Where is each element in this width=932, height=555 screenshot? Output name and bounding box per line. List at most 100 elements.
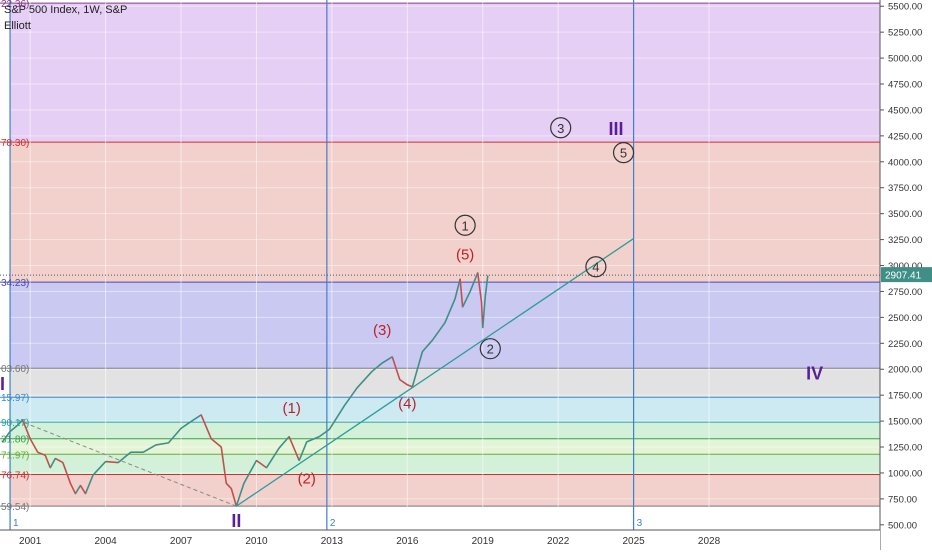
- fib-band-6: [10, 438, 881, 455]
- wave-circle: [612, 142, 635, 164]
- price-segment: [288, 436, 300, 461]
- price-segment: [411, 351, 424, 388]
- price-segment: [255, 459, 267, 469]
- price-segment: [328, 405, 346, 430]
- price-segment: [105, 460, 119, 464]
- fib-band-1: [10, 142, 881, 283]
- price-segment: [9, 424, 19, 433]
- vertical-marker-label-1: 1: [13, 518, 19, 529]
- y-tick-label: 750.00: [888, 494, 917, 505]
- fib-label-3: 03.60): [1, 364, 29, 375]
- fib-labels: 22.36) 78.30) 34.23) 03.60) 15.97) 90.17) 31.8…: [1, 0, 29, 513]
- price-segment: [243, 460, 258, 484]
- fib-band-7: [10, 454, 881, 475]
- overlay-lines: [0, 238, 880, 507]
- price-segment: [318, 428, 330, 438]
- y-tick-label: 4250.00: [888, 131, 922, 142]
- price-segment: [484, 275, 489, 297]
- price-segment: [17, 419, 24, 426]
- price-segment: [74, 484, 82, 495]
- price-series: [1, 272, 489, 507]
- wave-circle: [585, 256, 607, 278]
- time-axis-bg: [0, 530, 880, 550]
- y-tick-label: 2750.00: [888, 287, 922, 298]
- price-segment: [180, 422, 190, 430]
- last-price-tag-label: 2907.41: [885, 271, 922, 282]
- y-tick-label: 5000.00: [888, 54, 922, 65]
- wave-circle: [479, 338, 501, 360]
- price-segment: [476, 272, 483, 302]
- price-segment: [459, 278, 464, 308]
- y-tick-label: 2500.00: [888, 313, 922, 324]
- fib-label-8: 76.74): [1, 471, 29, 482]
- fib-label-7: 71.97): [1, 450, 29, 461]
- x-tick-label: 2022: [547, 536, 570, 547]
- wave-label-circle: 1: [462, 218, 469, 233]
- y-tick-label: 3250.00: [888, 235, 922, 246]
- price-segment: [69, 482, 77, 495]
- price-segment: [188, 414, 202, 424]
- price-segment: [225, 482, 232, 490]
- fib-label-2: 34.23): [1, 278, 29, 289]
- price-segment: [220, 446, 228, 484]
- price-segment: [421, 339, 434, 353]
- trend-line: [235, 238, 634, 507]
- price-segment: [454, 278, 461, 299]
- price-segment: [44, 455, 52, 469]
- price-segment: [29, 438, 39, 453]
- price-segment: [381, 356, 393, 364]
- price-segment: [37, 451, 46, 457]
- x-tick-label: 2019: [472, 536, 495, 547]
- price-segment: [1, 430, 11, 443]
- x-tick-label: 2013: [321, 536, 344, 547]
- fib-band-3: [10, 368, 881, 398]
- y-tick-label: 1250.00: [888, 443, 922, 454]
- vertical-markers: 1 2 3: [9, 0, 643, 530]
- x-tick-label: 2001: [19, 536, 42, 547]
- price-segment: [265, 447, 280, 469]
- wave-circle: [550, 117, 572, 139]
- price-segment: [481, 296, 487, 328]
- price-segment: [142, 444, 157, 453]
- x-tick-label: 2004: [94, 536, 117, 547]
- wave-label-red: (4): [398, 396, 416, 413]
- wave-label-purple: III: [608, 119, 623, 139]
- price-segment: [54, 457, 64, 464]
- wave-label-red: (2): [298, 470, 316, 487]
- price-segment: [407, 384, 413, 388]
- x-tick-label: 2007: [170, 536, 193, 547]
- y-tick-label: 2000.00: [888, 365, 922, 376]
- price-segment: [49, 458, 57, 469]
- price-segment: [343, 387, 358, 407]
- price-segment: [356, 370, 373, 389]
- price-segment: [230, 488, 238, 507]
- wave-label-purple: II: [231, 511, 241, 531]
- price-segment: [210, 438, 222, 448]
- fib-label-6: 31.80): [1, 435, 29, 446]
- last-price-tag: [881, 267, 932, 283]
- x-tick-label: 2010: [245, 536, 268, 547]
- fib-band-0: [10, 3, 881, 143]
- wave-label-circle: 3: [557, 121, 564, 136]
- wave-label-red: (1): [282, 400, 300, 417]
- y-tick-label: 4000.00: [888, 157, 922, 168]
- price-segment: [84, 474, 94, 494]
- price-segment: [278, 436, 290, 449]
- wave-label-circle: 4: [592, 260, 599, 275]
- price-segment: [155, 442, 169, 446]
- y-tick-label: 5250.00: [888, 28, 922, 39]
- symbol-title: S&P 500 Index, 1W, S&P: [4, 4, 128, 16]
- x-tick-label: 2028: [698, 536, 721, 547]
- fib-label-1: 78.30): [1, 138, 29, 149]
- y-tick-label: 3500.00: [888, 209, 922, 220]
- fib-band-5: [10, 422, 881, 439]
- y-tick-label: 1500.00: [888, 417, 922, 428]
- fib-label-0: 22.36): [1, 0, 29, 10]
- price-segment: [391, 356, 401, 380]
- wave-label-purple: I: [0, 374, 5, 394]
- price-segment: [200, 414, 212, 440]
- wave-label-circle: 2: [487, 342, 494, 357]
- price-segment: [469, 272, 479, 292]
